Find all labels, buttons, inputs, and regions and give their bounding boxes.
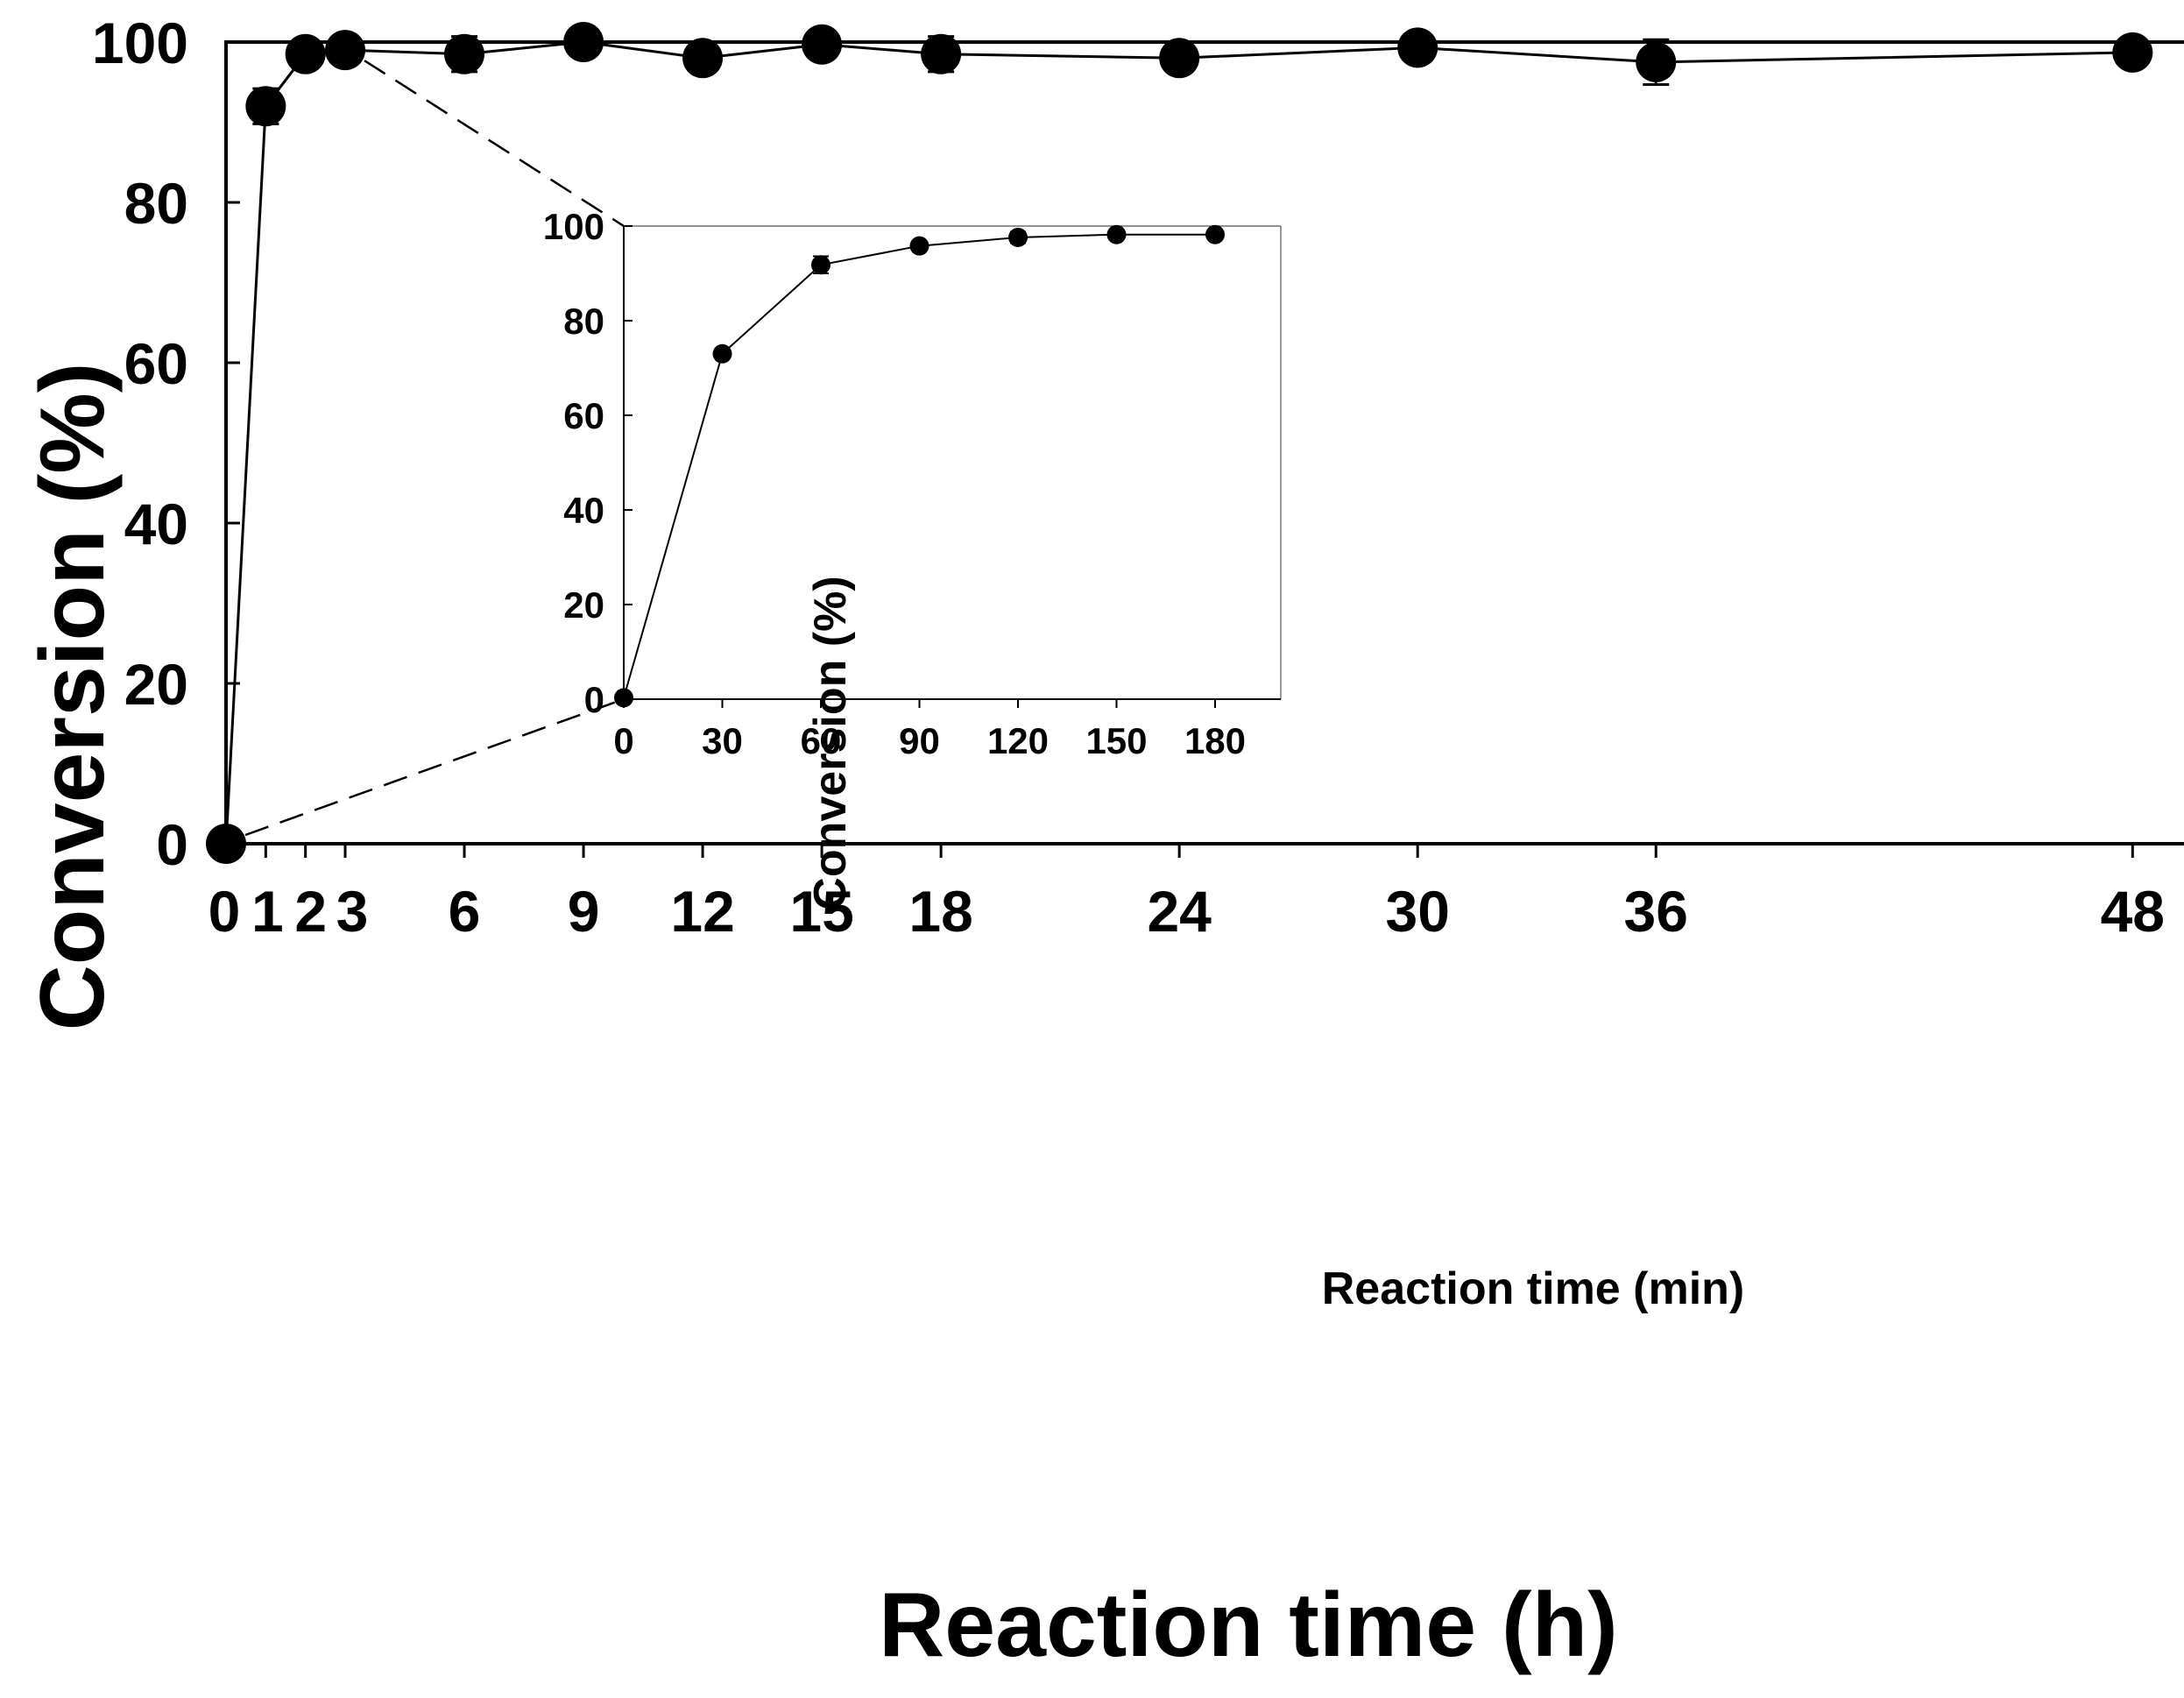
main-x-tick-label: 9 — [568, 879, 600, 944]
main-x-tick-label: 3 — [336, 879, 369, 944]
inset-x-tick-label: 180 — [1184, 720, 1246, 761]
main-x-tick-label: 0 — [209, 879, 241, 944]
zoom-connector-lines — [244, 60, 625, 837]
inset-y-tick-label: 80 — [563, 301, 604, 342]
zoom-connector-bottom — [244, 697, 625, 837]
inset-series — [614, 224, 1225, 708]
main-x-tick-label: 12 — [670, 879, 734, 944]
main-y-tick-label: 0 — [156, 812, 188, 877]
inset-data-point — [712, 343, 732, 364]
inset-y-tick-label: 0 — [584, 679, 604, 720]
inset-x-tick-label: 150 — [1085, 720, 1147, 761]
inset-x-tick-label: 120 — [987, 720, 1049, 761]
inset-data-point — [1205, 224, 1225, 244]
main-data-point — [245, 86, 286, 127]
main-x-tick-label: 1 — [251, 879, 284, 944]
inset-x-tick-label: 0 — [613, 720, 633, 761]
zoom-connector-top — [364, 60, 625, 228]
main-y-tick-label: 80 — [124, 171, 188, 236]
main-y-axis-title: Conversion (%) — [22, 363, 124, 1031]
inset-background — [624, 226, 1281, 699]
main-y-tick-label: 40 — [124, 492, 188, 556]
main-series — [206, 22, 2153, 864]
inset-data-point — [1008, 227, 1028, 247]
main-data-point — [444, 33, 485, 74]
main-y-tick-label: 100 — [92, 11, 188, 75]
main-data-point — [2112, 32, 2153, 73]
main-data-point — [285, 33, 326, 74]
main-data-point — [325, 30, 366, 71]
main-data-point — [921, 33, 962, 74]
inset-x-tick-label: 60 — [801, 720, 842, 761]
main-x-tick-label: 15 — [789, 879, 853, 944]
inset-y-tick-label: 100 — [543, 206, 604, 247]
inset-y-axis-title: Conversion (%) — [805, 576, 856, 909]
main-data-point — [682, 38, 724, 79]
inset-chart: 0 20 40 60 80 100 0 30 60 90 120 150 180 Reaction ti… — [543, 206, 1744, 1314]
inset-data-point — [811, 255, 830, 275]
main-x-tick-label: 48 — [2101, 879, 2165, 944]
main-x-tick-label: 2 — [294, 879, 327, 944]
inset-y-tick-label: 60 — [563, 395, 604, 436]
main-y-tick-label: 60 — [124, 331, 188, 396]
main-data-point — [1397, 27, 1438, 68]
main-data-point — [206, 824, 246, 864]
inset-x-tick-label: 30 — [702, 720, 743, 761]
inset-x-tick-label: 90 — [899, 720, 940, 761]
main-x-axis-title: Reaction time (h) — [879, 1574, 1618, 1676]
main-x-tick-label: 30 — [1385, 879, 1449, 944]
inset-data-point — [614, 688, 633, 708]
inset-data-point — [909, 236, 929, 256]
inset-y-tick-label: 20 — [563, 584, 604, 626]
main-y-tick-label: 20 — [124, 652, 188, 717]
main-data-point — [1636, 41, 1677, 82]
inset-data-point — [1106, 224, 1127, 244]
main-data-point — [1159, 38, 1200, 79]
main-x-tick-label: 24 — [1147, 879, 1212, 944]
main-data-point — [802, 24, 843, 65]
main-plot-frame — [224, 40, 2184, 845]
main-x-tick-label: 36 — [1624, 879, 1688, 944]
inset-x-axis-title: Reaction time (min) — [1322, 1263, 1745, 1314]
main-x-tick-label: 18 — [908, 879, 972, 944]
inset-tick-labels: 0 20 40 60 80 100 0 30 60 90 120 150 180 — [543, 206, 1246, 761]
inset-axes — [623, 225, 1282, 708]
main-data-point — [563, 22, 604, 62]
main-x-tick-label: 6 — [449, 879, 481, 944]
inset-y-tick-label: 40 — [563, 490, 604, 531]
